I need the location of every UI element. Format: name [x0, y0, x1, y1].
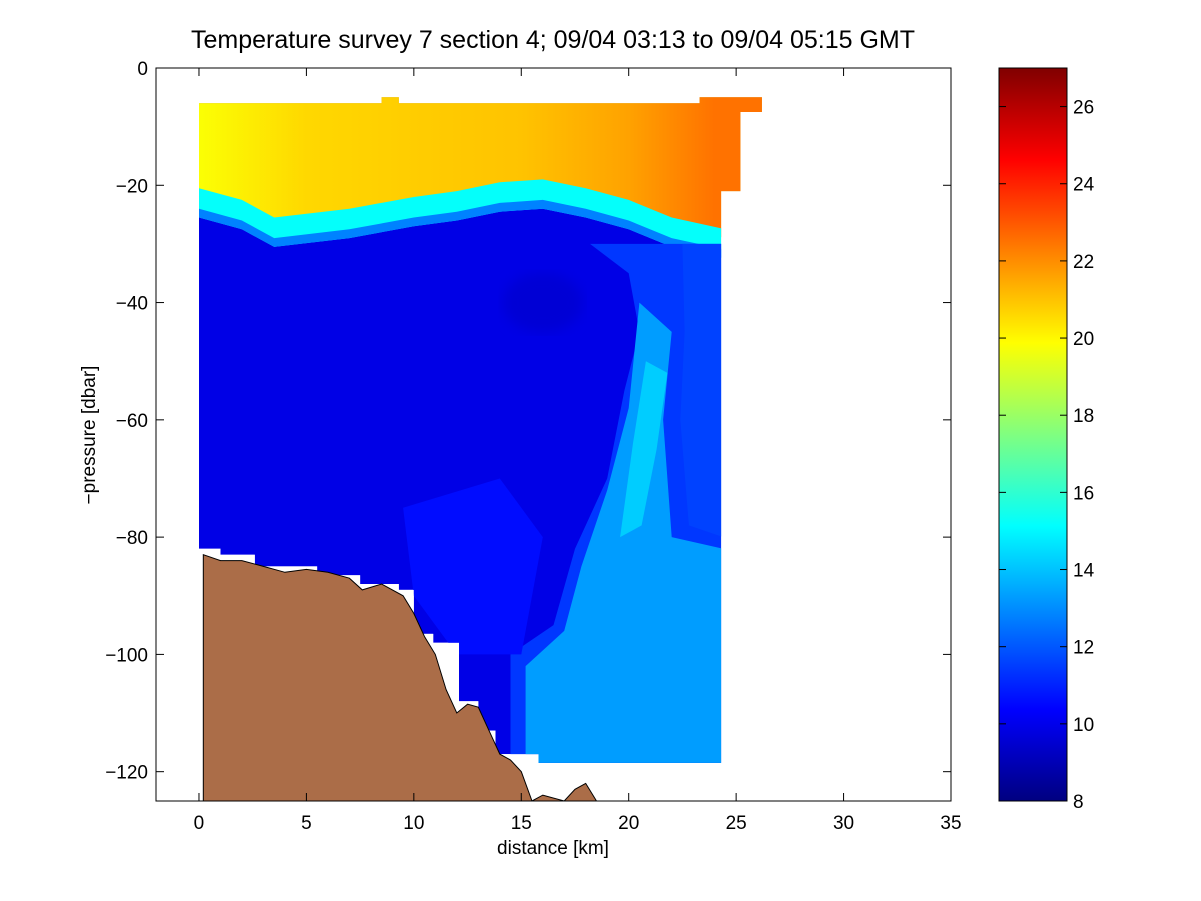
x-tick-label: 20	[618, 813, 639, 834]
y-tick-label: −20	[116, 176, 148, 197]
colorbar-tick-label: 16	[1073, 483, 1094, 504]
chart-title: Temperature survey 7 section 4; 09/04 03…	[191, 26, 915, 54]
colorbar-ticks: 8 10 12 14 16 18 20 22 24 26	[999, 98, 1095, 813]
thermocline-band-lower	[199, 199, 726, 259]
x-tick-label: 0	[194, 813, 205, 834]
cold-core	[352, 389, 433, 450]
x-tick-label: 10	[403, 813, 424, 834]
plot-area	[199, 97, 762, 801]
temperature-field	[199, 97, 762, 763]
y-axis: 0 −20 −40 −60 −80 −100 −120	[105, 59, 951, 784]
y-tick-label: −80	[116, 528, 148, 549]
y-tick-label: −100	[105, 645, 148, 666]
x-axis: 0 5 10 15 20 25 30 35	[194, 68, 962, 834]
y-tick-label: −60	[116, 411, 148, 432]
mid-transition	[403, 478, 543, 655]
colorbar-tick-label: 24	[1073, 175, 1095, 196]
deep-wedge-inner	[525, 302, 724, 763]
x-tick-label: 25	[726, 813, 747, 834]
colorbar-tick-label: 18	[1073, 406, 1094, 427]
colorbar: 8 10 12 14 16 18 20 22 24 26	[998, 67, 1095, 813]
colorbar-tick-label: 8	[1073, 792, 1084, 813]
colorbar-tick-label: 12	[1073, 638, 1094, 659]
y-tick-label: −40	[116, 294, 148, 315]
colorbar-tick-label: 10	[1073, 715, 1094, 736]
x-axis-label: distance [km]	[497, 838, 609, 859]
deep-wedge-core	[620, 361, 668, 538]
colorbar-tick-label: 22	[1073, 252, 1094, 273]
y-tick-label: 0	[137, 59, 148, 80]
y-tick-label: −120	[105, 763, 148, 784]
temperature-features	[223, 272, 583, 450]
y-axis-label: −pressure [dbar]	[79, 366, 100, 505]
x-tick-label: 5	[301, 813, 312, 834]
colorbar-gradient	[998, 67, 1068, 802]
colorbar-tick-label: 20	[1073, 329, 1094, 350]
x-tick-label: 30	[833, 813, 854, 834]
deep-shelf	[680, 243, 724, 538]
x-tick-label: 35	[940, 813, 961, 834]
surface-layer-gradient	[199, 97, 762, 239]
seabed-profile	[202, 553, 597, 801]
colorbar-tick-label: 26	[1073, 98, 1094, 119]
cold-core	[502, 272, 583, 333]
plot-frame	[155, 67, 952, 802]
colorbar-tick-label: 14	[1073, 561, 1095, 582]
x-tick-label: 15	[511, 813, 532, 834]
cold-core	[223, 331, 304, 392]
